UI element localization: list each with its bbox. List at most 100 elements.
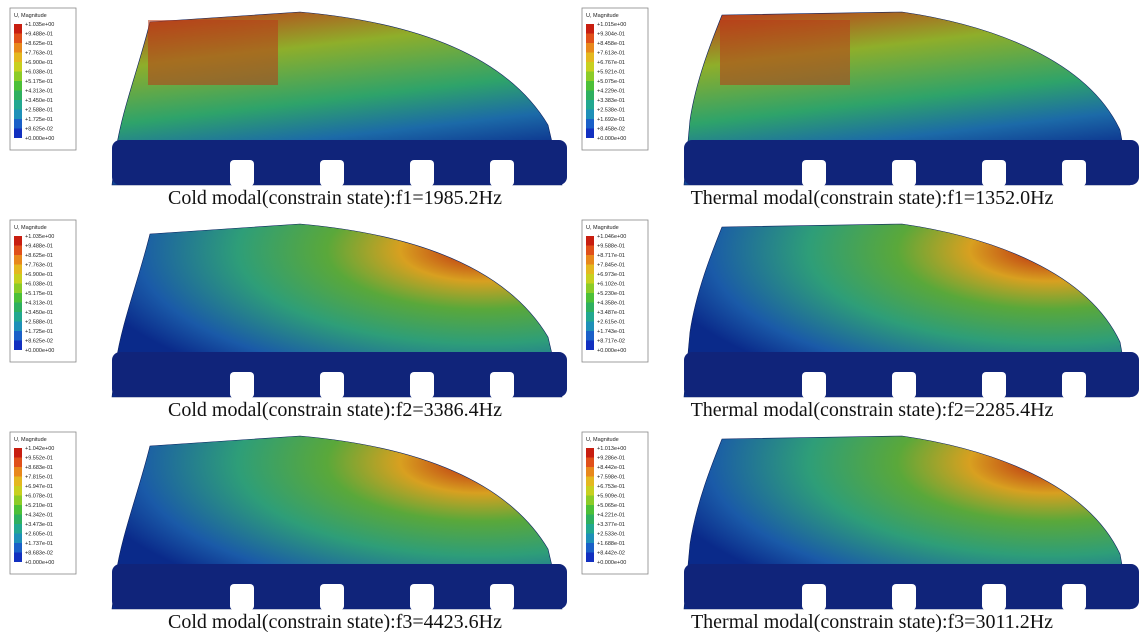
base-slot — [410, 372, 434, 398]
legend-swatch — [14, 53, 22, 63]
legend-swatch — [14, 81, 22, 91]
base-slot — [490, 584, 514, 610]
legend-value: +7.598e-01 — [597, 475, 625, 481]
legend-title: U, Magnitude — [586, 225, 619, 231]
legend-value: +6.078e-01 — [25, 494, 53, 500]
legend: U, Magnitude+1.015e+00+9.304e-01+8.458e-… — [582, 8, 648, 150]
caption: Thermal modal(constrain state):f1=1352.0… — [691, 187, 1054, 209]
legend-swatch — [14, 534, 22, 544]
legend-swatch — [14, 467, 22, 477]
legend: U, Magnitude+1.013e+00+9.286e-01+8.442e-… — [582, 432, 648, 574]
legend-value: +2.615e-01 — [597, 320, 625, 326]
legend-swatch — [586, 534, 594, 544]
caption: Thermal modal(constrain state):f3=3011.2… — [691, 611, 1053, 632]
legend-swatch — [14, 496, 22, 506]
legend-value: +1.015e+00 — [597, 22, 626, 28]
legend-value: +5.909e-01 — [597, 494, 625, 500]
legend-swatch — [14, 100, 22, 110]
caption: Cold modal(constrain state):f3=4423.6Hz — [168, 611, 502, 632]
legend-swatch — [586, 543, 594, 553]
legend-value: +9.304e-01 — [597, 32, 625, 38]
legend-value: +2.588e-01 — [25, 108, 53, 114]
legend-swatch — [14, 255, 22, 265]
legend-value: +0.000e+00 — [597, 136, 626, 142]
legend-value: +8.717e-01 — [597, 253, 625, 259]
legend-swatch — [586, 81, 594, 91]
legend: U, Magnitude+1.042e+00+9.552e-01+8.683e-… — [10, 432, 76, 574]
legend-value: +4.342e-01 — [25, 513, 53, 519]
legend-swatch — [586, 322, 594, 332]
legend-swatch — [586, 72, 594, 82]
legend-value: +2.533e-01 — [597, 532, 625, 538]
legend-swatch — [14, 515, 22, 525]
legend-value: +6.102e-01 — [597, 282, 625, 288]
legend-swatch — [14, 110, 22, 120]
legend-value: +1.743e-01 — [597, 329, 625, 335]
legend-swatch — [586, 467, 594, 477]
base-slot — [982, 584, 1006, 610]
legend-value: +7.845e-01 — [597, 263, 625, 269]
legend-value: +8.683e-01 — [25, 465, 53, 471]
legend-value: +2.605e-01 — [25, 532, 53, 538]
legend-swatch — [14, 303, 22, 313]
legend-value: +3.383e-01 — [597, 98, 625, 104]
legend-swatch — [586, 448, 594, 458]
legend-value: +7.815e-01 — [25, 475, 53, 481]
legend-value: +0.000e+00 — [25, 348, 54, 354]
legend-value: +0.000e+00 — [597, 348, 626, 354]
legend-swatch — [14, 322, 22, 332]
legend-value: +0.000e+00 — [25, 560, 54, 566]
legend-swatch — [586, 515, 594, 525]
legend-value: +6.038e-01 — [25, 282, 53, 288]
legend-value: +9.286e-01 — [597, 456, 625, 462]
base-slot — [892, 584, 916, 610]
legend-title: U, Magnitude — [586, 437, 619, 443]
legend-value: +8.717e-02 — [597, 339, 625, 345]
legend-value: +5.175e-01 — [25, 291, 53, 297]
legend-swatch — [14, 119, 22, 129]
legend-value: +9.588e-01 — [597, 244, 625, 250]
legend-value: +8.683e-02 — [25, 551, 53, 557]
legend-swatch — [14, 448, 22, 458]
base-slot — [490, 372, 514, 398]
legend-swatch — [14, 553, 22, 563]
legend-value: +7.613e-01 — [597, 51, 625, 57]
legend: U, Magnitude+1.035e+00+9.488e-01+8.625e-… — [10, 220, 76, 362]
legend-value: +8.442e-01 — [597, 465, 625, 471]
legend-swatch — [14, 477, 22, 487]
base-slot — [802, 584, 826, 610]
legend-value: +1.688e-01 — [597, 541, 625, 547]
legend-swatch — [14, 72, 22, 82]
base-slot — [320, 372, 344, 398]
legend-swatch — [14, 524, 22, 534]
base-slot — [230, 372, 254, 398]
legend-value: +5.075e-01 — [597, 79, 625, 85]
panel: U, Magnitude+1.035e+00+9.488e-01+8.625e-… — [10, 220, 567, 421]
legend-value: +6.767e-01 — [597, 60, 625, 66]
legend-swatch — [14, 34, 22, 44]
legend-value: +7.763e-01 — [25, 51, 53, 57]
legend-swatch — [586, 496, 594, 506]
legend-swatch — [14, 274, 22, 284]
legend-swatch — [14, 331, 22, 341]
panel: U, Magnitude+1.046e+00+9.588e-01+8.717e-… — [582, 220, 1139, 421]
base-slot — [320, 160, 344, 186]
legend-value: +6.038e-01 — [25, 70, 53, 76]
legend-title: U, Magnitude — [14, 437, 47, 443]
legend-value: +0.000e+00 — [25, 136, 54, 142]
legend-swatch — [586, 246, 594, 256]
legend-swatch — [586, 255, 594, 265]
legend-value: +5.065e-01 — [597, 503, 625, 509]
legend-value: +2.588e-01 — [25, 320, 53, 326]
legend-swatch — [14, 129, 22, 139]
legend-value: +4.313e-01 — [25, 301, 53, 307]
legend-value: +6.900e-01 — [25, 60, 53, 66]
legend-swatch — [14, 293, 22, 303]
base-slot — [230, 160, 254, 186]
legend-value: +3.450e-01 — [25, 98, 53, 104]
legend-value: +8.442e-02 — [597, 551, 625, 557]
base-slot — [802, 372, 826, 398]
legend-swatch — [586, 303, 594, 313]
panel: U, Magnitude+1.013e+00+9.286e-01+8.442e-… — [582, 432, 1139, 632]
legend-value: +6.973e-01 — [597, 272, 625, 278]
